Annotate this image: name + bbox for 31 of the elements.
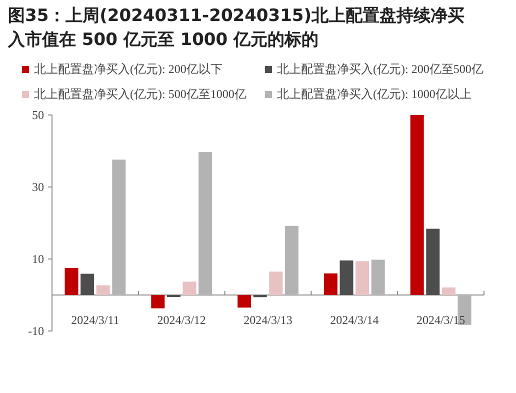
bar [112,160,126,295]
x-tick-label: 2024/3/13 [244,313,292,327]
bar [324,273,338,295]
bar [284,226,298,295]
legend-label: 北上配置盘净买入(亿元): 200亿以下 [34,62,222,76]
x-tick-label: 2024/3/15 [416,313,466,327]
y-tick-label: -10 [28,324,44,338]
x-tick-label: 2024/3/14 [330,313,379,327]
chart-title: 图35：上周(20240311-20240315)北上配置盘持续净买入市值在 500 亿元至 1000 亿元的标的 [8,5,466,52]
x-tick-label: 2024/3/12 [157,313,206,327]
y-tick-label: 10 [32,252,44,266]
y-tick-label: 50 [32,108,44,122]
bar [340,260,354,295]
bar [96,285,110,295]
bar [442,287,456,295]
bar [371,260,385,295]
bar [80,274,94,295]
bar [198,152,212,295]
legend-label: 北上配置盘净买入(亿元): 500亿至1000亿 [34,87,246,101]
bar [151,295,165,308]
bar [182,282,196,295]
bar [64,268,78,295]
bar [356,261,370,295]
bar [410,115,424,295]
x-tick-label: 2024/3/11 [71,313,120,327]
bar [269,272,283,295]
legend-label: 北上配置盘净买入(亿元): 200亿至500亿 [277,62,484,76]
bar [426,228,440,295]
legend-label: 北上配置盘净买入(亿元): 1000亿以上 [277,87,472,101]
y-tick-label: 30 [32,180,44,194]
bar [238,295,252,308]
